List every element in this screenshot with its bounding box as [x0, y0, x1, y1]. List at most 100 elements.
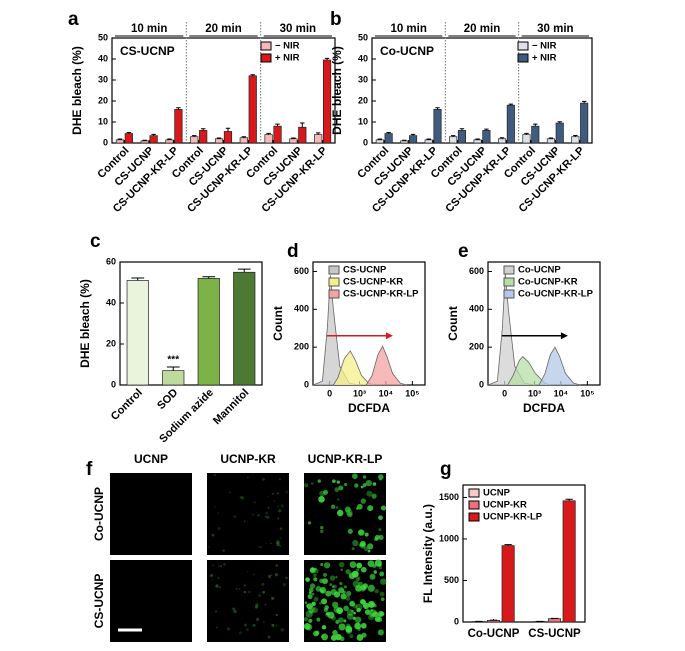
cell-fluorescence — [358, 529, 364, 535]
cell-fluorescence — [338, 561, 345, 568]
cell-fluorescence — [218, 565, 220, 567]
error-bar — [117, 138, 123, 140]
cell-fluorescence — [356, 607, 361, 613]
cell-fluorescence — [330, 504, 336, 509]
cell-fluorescence — [264, 515, 267, 518]
y-tick-label: 40 — [98, 53, 108, 63]
micrograph — [207, 473, 289, 555]
bar — [433, 109, 442, 144]
y-tick-label: 0 — [111, 379, 116, 389]
legend-label: Co-UCNP-KR-LP — [518, 289, 594, 300]
x-tick-label: 10³ — [528, 388, 541, 398]
cell-fluorescence — [240, 496, 245, 500]
plot-frame — [462, 484, 586, 623]
cell-fluorescence — [355, 585, 362, 592]
cell-fluorescence — [351, 473, 358, 480]
cell-fluorescence — [327, 611, 335, 619]
cell-fluorescence — [218, 586, 222, 589]
legend-swatch — [468, 500, 480, 510]
cell-fluorescence — [233, 515, 237, 518]
bar — [546, 138, 555, 144]
y-tick-label: 0 — [479, 379, 484, 389]
error-bar — [166, 366, 180, 371]
panel-letter: d — [287, 241, 299, 262]
error-bar — [167, 138, 172, 140]
cell-fluorescence — [211, 533, 215, 537]
cell-fluorescence — [238, 631, 242, 635]
bar — [506, 104, 515, 144]
cell-fluorescence — [356, 634, 364, 641]
bar — [214, 138, 224, 144]
bar — [165, 139, 174, 144]
error-bar — [300, 122, 305, 128]
cell-fluorescence — [335, 633, 342, 641]
y-tick-label: 200 — [294, 342, 309, 352]
legend-swatch — [328, 277, 340, 287]
cell-fluorescence — [335, 576, 338, 579]
cell-fluorescence — [279, 527, 283, 531]
cell-fluorescence — [255, 617, 260, 622]
cell-fluorescence — [219, 564, 223, 568]
cell-fluorescence — [267, 635, 271, 639]
y-tick-label: 10 — [98, 116, 108, 126]
panel-annotation: CS-UCNP — [120, 44, 175, 58]
error-bar — [499, 137, 505, 139]
histogram-area — [333, 350, 374, 386]
cell-fluorescence — [360, 622, 367, 629]
x-tick-label: Mannitol — [211, 387, 251, 427]
cell-fluorescence — [315, 630, 320, 635]
cell-fluorescence — [360, 498, 367, 504]
y-tick-label: 0 — [304, 379, 309, 389]
cell-fluorescence — [238, 588, 241, 591]
group-label: 20 min — [464, 23, 500, 35]
cell-fluorescence — [372, 482, 377, 486]
legend-label: + NIR — [532, 53, 557, 64]
cell-fluorescence — [305, 610, 313, 618]
cell-fluorescence — [239, 496, 242, 499]
cell-fluorescence — [364, 546, 369, 551]
x-tick-label: 10⁴ — [554, 388, 568, 398]
histogram-area — [538, 346, 581, 386]
cell-fluorescence — [371, 493, 377, 499]
bar — [473, 139, 482, 144]
bar — [497, 138, 507, 144]
cell-fluorescence — [377, 629, 384, 636]
cell-fluorescence — [311, 601, 316, 607]
error-bar — [548, 137, 554, 139]
cell-fluorescence — [280, 628, 285, 632]
x-tick-label: 10⁵ — [580, 388, 594, 398]
cell-fluorescence — [310, 482, 314, 485]
legend-label: UCNP — [483, 488, 511, 499]
cell-fluorescence — [255, 603, 259, 607]
y-axis-label: DHE bleach (%) — [330, 46, 344, 135]
cell-fluorescence — [313, 577, 318, 582]
cell-fluorescence — [321, 633, 329, 641]
bar — [190, 136, 199, 144]
legend-label: UCNP-KR-LP — [483, 512, 543, 523]
cell-fluorescence — [335, 506, 339, 509]
error-bar — [524, 132, 529, 135]
bar — [248, 75, 257, 144]
cell-fluorescence — [275, 563, 279, 567]
micrograph — [304, 473, 386, 555]
cell-fluorescence — [265, 511, 269, 515]
cell-fluorescence — [365, 480, 372, 487]
cell-fluorescence — [378, 474, 384, 480]
cell-fluorescence — [364, 532, 369, 537]
cell-fluorescence — [356, 562, 363, 569]
histogram-area — [365, 345, 407, 386]
x-tick-label: 10⁵ — [405, 388, 419, 398]
error-bar — [200, 128, 206, 131]
cell-fluorescence — [379, 611, 385, 617]
error-bar — [126, 132, 132, 134]
x-tick-label: Control — [109, 387, 145, 423]
bar — [522, 134, 531, 144]
cell-fluorescence — [304, 601, 308, 605]
cell-fluorescence — [332, 630, 338, 636]
bar — [289, 138, 298, 144]
cell-fluorescence — [380, 597, 385, 602]
cell-fluorescence — [258, 594, 261, 597]
cell-fluorescence — [325, 590, 332, 597]
cell-fluorescence — [244, 623, 247, 627]
